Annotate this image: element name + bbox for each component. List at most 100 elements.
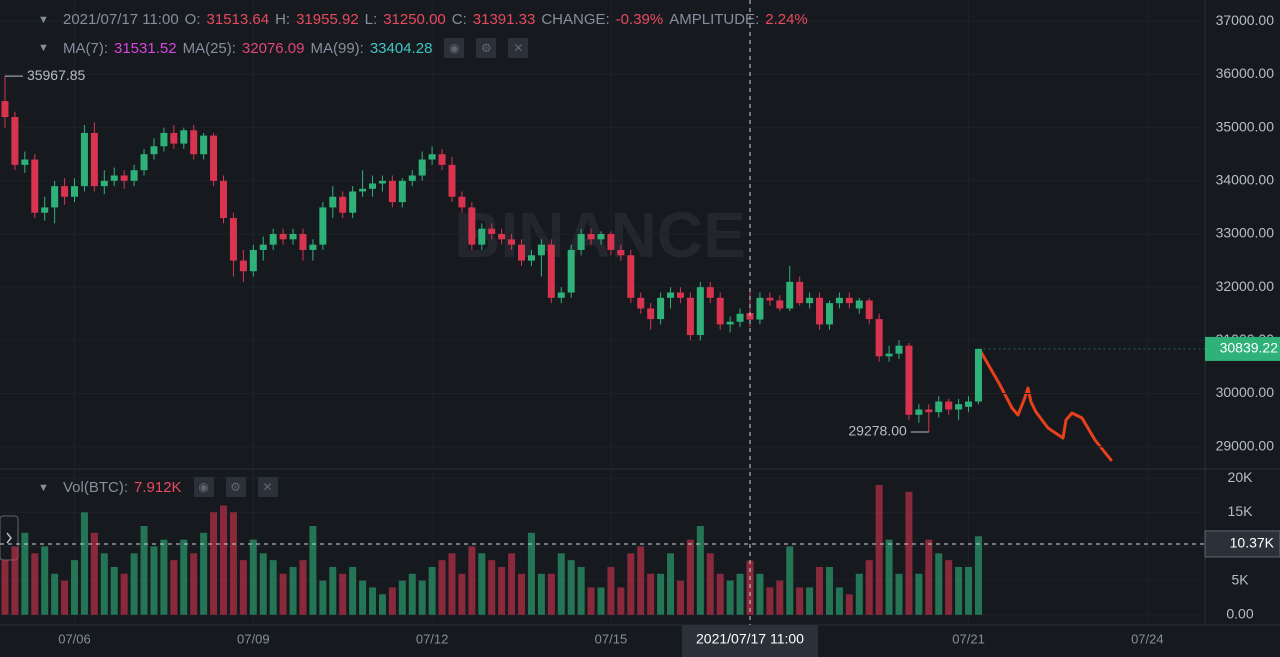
collapse-icon[interactable]: ▼ [38,482,49,494]
volume-bar [915,573,923,615]
volume-bar [766,587,774,615]
candle-body [905,345,913,415]
volume-bar [776,580,784,615]
candle-body [210,135,218,181]
candle-body [845,297,853,304]
volume-bar [647,573,655,615]
volume-bar [80,512,88,615]
volume-bar [140,525,148,615]
label: MA(99): [310,39,364,57]
candle-body [567,249,575,293]
close-button[interactable]: ✕ [257,477,278,497]
candle-body [726,321,734,325]
volume-bar [21,532,29,615]
volume-bar [478,553,486,615]
crosshair-vol-label: 10.37K [1230,535,1275,551]
volume-bar [120,573,128,615]
volume-bar [428,566,436,615]
volume-bar [508,553,516,615]
volume-bar [537,573,545,615]
candle-body [458,196,466,208]
volume-bar [816,566,824,615]
volume-bar [974,536,982,615]
volume-bar [239,560,247,615]
candle-body [100,180,108,187]
candle-body [80,132,88,187]
label: Vol(BTC): [63,478,129,496]
candle-body [657,297,665,320]
volume-bar [190,553,198,615]
value: 31955.92 [296,11,359,28]
volume-bar [835,587,843,615]
volume-bar [557,553,565,615]
y-tick-label: 34000.00 [1216,172,1275,188]
eye-button[interactable]: ◉ [444,38,465,58]
volume-bar [170,560,178,615]
crosshair-time-box [682,625,818,657]
volume-bar [706,553,714,615]
candle-body [617,249,625,256]
volume-bar [229,512,237,615]
candle-body [61,186,69,197]
y-tick-label: 32000.00 [1216,278,1275,294]
volume-bar [587,587,595,615]
candle-body [696,287,704,336]
volume-bar [110,566,118,615]
volume-bar [309,525,317,615]
candle-body [786,281,794,309]
candle-body [398,180,406,203]
vol-tick-label: 15K [1228,503,1254,519]
label: MA(25): [182,39,236,57]
label: H: [275,11,291,28]
volume-bar [438,560,446,615]
candle-body [41,207,49,213]
x-tick-label: 07/09 [237,631,270,646]
volume-bar [617,587,625,615]
candle-body [438,154,446,165]
settings-button[interactable]: ⚙ [225,477,246,497]
vol-tick-label: 0.00 [1226,605,1253,621]
volume-bar [696,525,704,615]
candle-body [239,260,247,272]
value: 2.24% [765,11,808,28]
candle-body [21,159,29,165]
close-button[interactable]: ✕ [508,38,529,58]
candle-body [130,170,138,181]
volume-bar [845,594,853,615]
candle-body [587,234,595,240]
volume-bar [786,546,794,615]
candle-body [816,297,824,325]
volume-bar [11,546,19,615]
collapse-icon[interactable]: ▼ [38,14,49,26]
volume-bar [378,594,386,615]
vol-tick-label: 5K [1231,571,1249,587]
volume-bar [259,553,267,615]
volume-bar [249,539,257,615]
volume-bar [41,546,49,615]
candle-body [249,249,257,272]
volume-bar [716,573,724,615]
candle-body [706,287,714,298]
volume-bar [518,573,526,615]
candle-body [825,303,833,325]
volume-bar [607,566,615,615]
volume-bar [498,566,506,615]
value: 31250.00 [383,11,446,28]
volume-bar [100,553,108,615]
value: 31513.64 [206,11,270,28]
ma-row: MA(7): 31531.52 MA(25): 32076.09 MA(99): 33… [63,38,529,58]
collapse-icon[interactable]: ▼ [38,42,49,54]
label: O: [184,11,201,28]
eye-button[interactable]: ◉ [193,477,214,497]
candle-body [945,401,953,410]
volume-bar [597,587,605,615]
candle-body [925,409,933,413]
settings-button[interactable]: ⚙ [476,38,497,58]
last-price-label: 30839.22 [1220,340,1279,356]
candle-body [627,255,635,298]
y-tick-label: 36000.00 [1216,65,1275,81]
volume-bar [448,553,456,615]
candle-body [547,244,555,298]
candle-body [289,234,297,240]
